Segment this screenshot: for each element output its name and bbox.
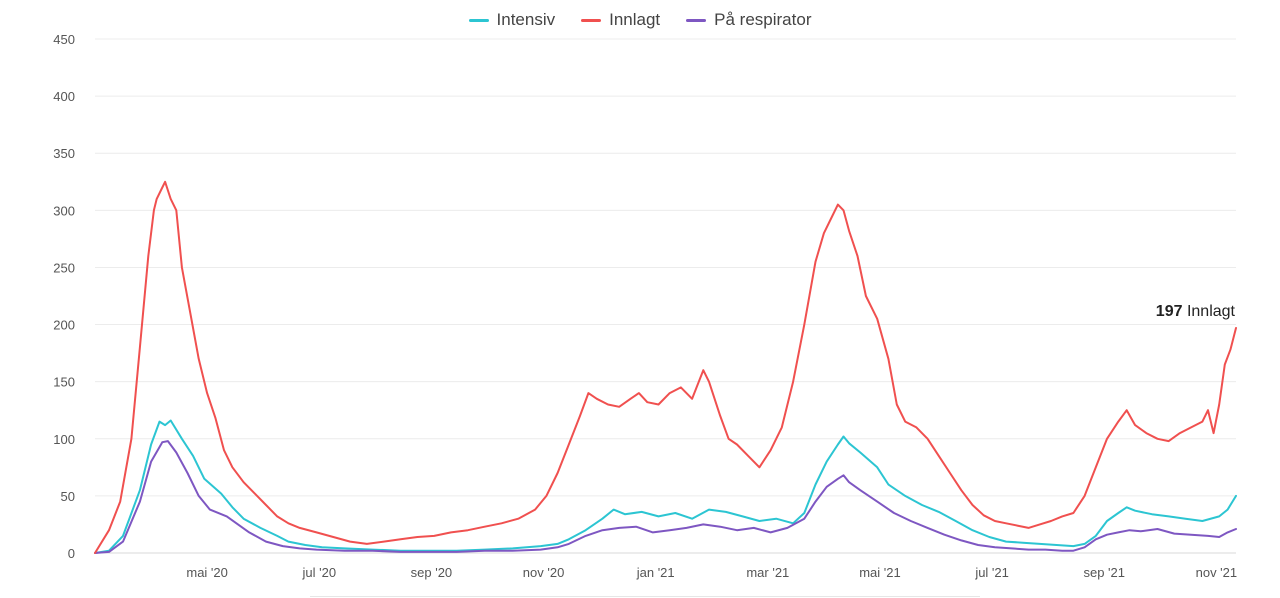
- legend-swatch-respirator: [686, 18, 707, 22]
- y-tick-label: 50: [61, 489, 75, 504]
- legend-swatch-intensiv: [468, 18, 489, 22]
- y-tick-label: 400: [53, 89, 75, 104]
- legend-label-intensiv: Intensiv: [496, 10, 556, 29]
- end-value-label: 197 Innlagt: [1156, 303, 1236, 320]
- y-tick-label: 450: [53, 32, 75, 47]
- y-tick-label: 100: [53, 432, 75, 447]
- series-lines: [94, 180, 1237, 554]
- y-tick-label: 200: [53, 318, 75, 333]
- series-line-innlagt[interactable]: [94, 180, 1237, 554]
- legend-swatch-innlagt: [581, 18, 602, 22]
- y-axis-ticks: 0 50 100 150 200 250 300 350 400 450: [53, 32, 75, 561]
- x-tick-label: jul '21: [974, 565, 1009, 580]
- x-tick-label: nov '20: [523, 565, 565, 580]
- legend-item-innlagt[interactable]: Innlagt: [581, 10, 660, 30]
- y-tick-label: 300: [53, 203, 75, 218]
- x-tick-label: sep '21: [1083, 565, 1125, 580]
- gridlines: [95, 38, 1236, 554]
- legend-item-intensiv[interactable]: Intensiv: [468, 10, 556, 30]
- legend-label-respirator: På respirator: [714, 10, 812, 29]
- x-tick-label: sep '20: [411, 565, 453, 580]
- x-tick-label: mai '20: [186, 565, 228, 580]
- y-tick-label: 350: [53, 146, 75, 161]
- legend: Intensiv Innlagt På respirator: [0, 10, 1280, 30]
- y-tick-label: 0: [68, 546, 75, 561]
- x-tick-label: jan '21: [636, 565, 675, 580]
- y-tick-label: 250: [53, 260, 75, 275]
- end-value-number: 197: [1156, 303, 1183, 320]
- y-tick-label: 150: [53, 375, 75, 390]
- x-axis-ticks: mai '20 jul '20 sep '20 nov '20 jan '21 mar '…: [186, 565, 1237, 580]
- end-value-series: Innlagt: [1187, 303, 1236, 320]
- legend-label-innlagt: Innlagt: [609, 10, 661, 29]
- series-line-p-respirator[interactable]: [94, 440, 1237, 554]
- x-tick-label: nov '21: [1196, 565, 1238, 580]
- legend-item-respirator[interactable]: På respirator: [686, 10, 811, 30]
- bottom-divider: [310, 596, 980, 597]
- x-tick-label: jul '20: [301, 565, 336, 580]
- series-line-intensiv[interactable]: [94, 419, 1237, 554]
- x-tick-label: mar '21: [746, 565, 789, 580]
- x-tick-label: mai '21: [859, 565, 901, 580]
